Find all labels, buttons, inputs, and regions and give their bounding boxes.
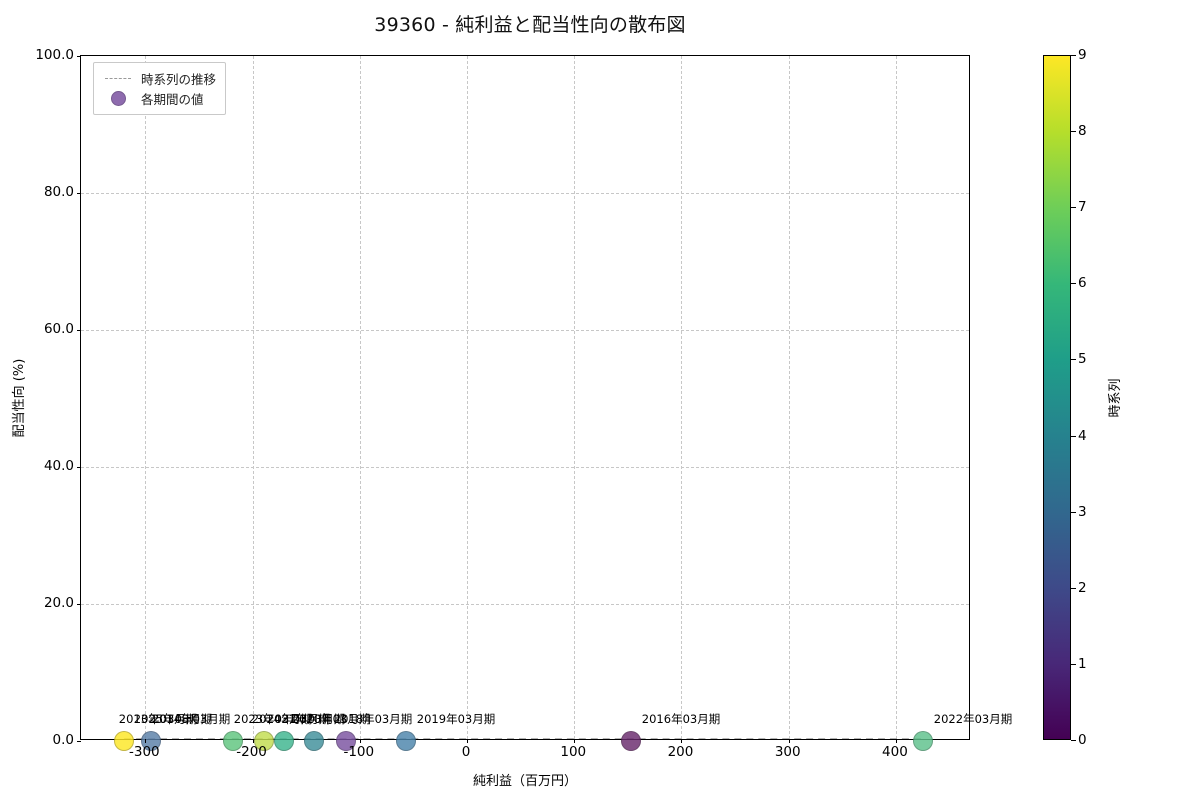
gridline-vertical	[359, 56, 361, 739]
page-title: 39360 - 純利益と配当性向の散布図	[374, 14, 686, 36]
y-tick-label: 80.0	[43, 184, 74, 200]
data-point-label: 2023年03月期	[233, 712, 313, 726]
x-axis-label: 純利益（百万円）	[472, 774, 577, 789]
x-tick-label: -300	[129, 744, 160, 760]
gridline-horizontal	[81, 330, 969, 331]
y-tick-label: 100.0	[35, 47, 74, 63]
data-point-label: 2024年03月期	[251, 712, 331, 726]
dashed-line-icon	[101, 77, 135, 79]
legend-label-points: 各期間の値	[141, 91, 204, 107]
x-tick-label: 200	[667, 744, 694, 760]
x-tick-label: 100	[560, 744, 587, 760]
data-point-label: 2016年03月期	[641, 712, 721, 726]
colorbar-tick	[1071, 283, 1076, 285]
data-point-label: 2014年03月期	[151, 712, 231, 726]
gridline-vertical	[574, 56, 576, 739]
data-point[interactable]	[621, 731, 641, 751]
data-point-label: 2013年03月期	[118, 712, 198, 726]
x-tick-label: -100	[343, 744, 375, 760]
x-tick	[574, 739, 576, 743]
x-tick-label: -200	[236, 744, 267, 760]
colorbar-tick	[1071, 55, 1076, 56]
gridline-horizontal	[81, 467, 969, 468]
colorbar-tick-label: 7	[1078, 199, 1087, 216]
x-tick-label: 400	[882, 744, 908, 760]
gridline-horizontal	[81, 604, 969, 605]
x-tick	[467, 739, 469, 743]
legend: 時系列の推移 各期間の値	[93, 62, 227, 115]
data-point[interactable]	[114, 731, 134, 751]
x-tick	[681, 739, 683, 743]
y-tick	[77, 467, 81, 468]
colorbar-tick	[1071, 587, 1076, 589]
colorbar	[1043, 55, 1076, 741]
data-point-label: 2020年03月期	[291, 712, 371, 726]
data-point[interactable]	[141, 731, 161, 751]
gridline-vertical	[895, 56, 897, 739]
y-tick-label: 60.0	[43, 321, 74, 337]
colorbar-tick-label: 3	[1078, 503, 1087, 520]
x-tick-label: 0	[461, 744, 471, 760]
y-tick	[77, 330, 81, 331]
data-point-label: 2018年03月期	[333, 712, 413, 726]
y-tick-label: 40.0	[43, 458, 74, 474]
timeseries-trend-line	[124, 738, 921, 739]
legend-item-points: 各期間の値	[101, 88, 216, 108]
colorbar-tick-label: 4	[1078, 427, 1087, 444]
x-tick	[359, 739, 361, 743]
x-tick-label: 300	[774, 744, 801, 760]
colorbar-tick	[1071, 359, 1076, 361]
x-tick	[145, 739, 147, 743]
gridline-vertical	[467, 56, 469, 739]
colorbar-tick	[1071, 511, 1076, 513]
data-point-label: 2022年03月期	[933, 712, 1013, 726]
y-tick	[77, 56, 81, 57]
colorbar-label: 時系列	[1108, 378, 1123, 418]
colorbar-tick	[1071, 740, 1076, 741]
data-point-label: 2019年03月期	[416, 712, 496, 726]
x-tick	[252, 739, 254, 743]
gridline-vertical	[681, 56, 683, 739]
gridline-horizontal	[81, 193, 969, 194]
y-tick	[77, 604, 81, 605]
y-tick	[77, 741, 81, 742]
plot-area: 2025年03月期 2013年03月期 2014年03月期 2023年03月期 2024…	[77, 55, 1012, 751]
colorbar-tick-label: 6	[1078, 275, 1087, 292]
legend-item-trend: 時系列の推移	[101, 68, 216, 88]
data-point[interactable]	[336, 731, 356, 751]
colorbar-tick-label: 9	[1078, 47, 1087, 63]
colorbar-tick	[1071, 131, 1076, 133]
data-point-label: 2025年03月期	[133, 712, 213, 726]
y-tick-label: 0.0	[52, 732, 74, 748]
y-tick	[77, 193, 81, 194]
y-tick-label: 20.0	[43, 595, 74, 611]
legend-label-trend: 時系列の推移	[141, 71, 217, 87]
data-point[interactable]	[254, 731, 274, 751]
colorbar-gradient	[1043, 55, 1071, 740]
data-point-label: 2021年03月期	[266, 712, 346, 726]
x-tick	[895, 739, 897, 743]
data-point[interactable]	[223, 731, 243, 751]
colorbar-tick-label: 2	[1078, 579, 1087, 596]
data-point[interactable]	[304, 731, 324, 751]
colorbar-tick	[1071, 207, 1076, 209]
x-tick	[788, 739, 790, 743]
gridline-vertical	[252, 56, 254, 739]
colorbar-tick	[1071, 435, 1076, 437]
data-point[interactable]	[274, 731, 294, 751]
colorbar-tick-label: 5	[1078, 351, 1087, 368]
colorbar-tick-label: 1	[1078, 655, 1087, 672]
data-point[interactable]	[913, 731, 933, 751]
colorbar-tick	[1071, 663, 1076, 665]
circle-marker-icon	[101, 90, 135, 106]
colorbar-tick-label: 8	[1078, 123, 1087, 140]
gridline-vertical	[788, 56, 790, 739]
y-axis-label: 配当性向 (%)	[12, 358, 27, 438]
data-point[interactable]	[396, 731, 416, 751]
gridline-vertical	[145, 56, 147, 739]
colorbar-tick-label: 0	[1078, 732, 1087, 748]
